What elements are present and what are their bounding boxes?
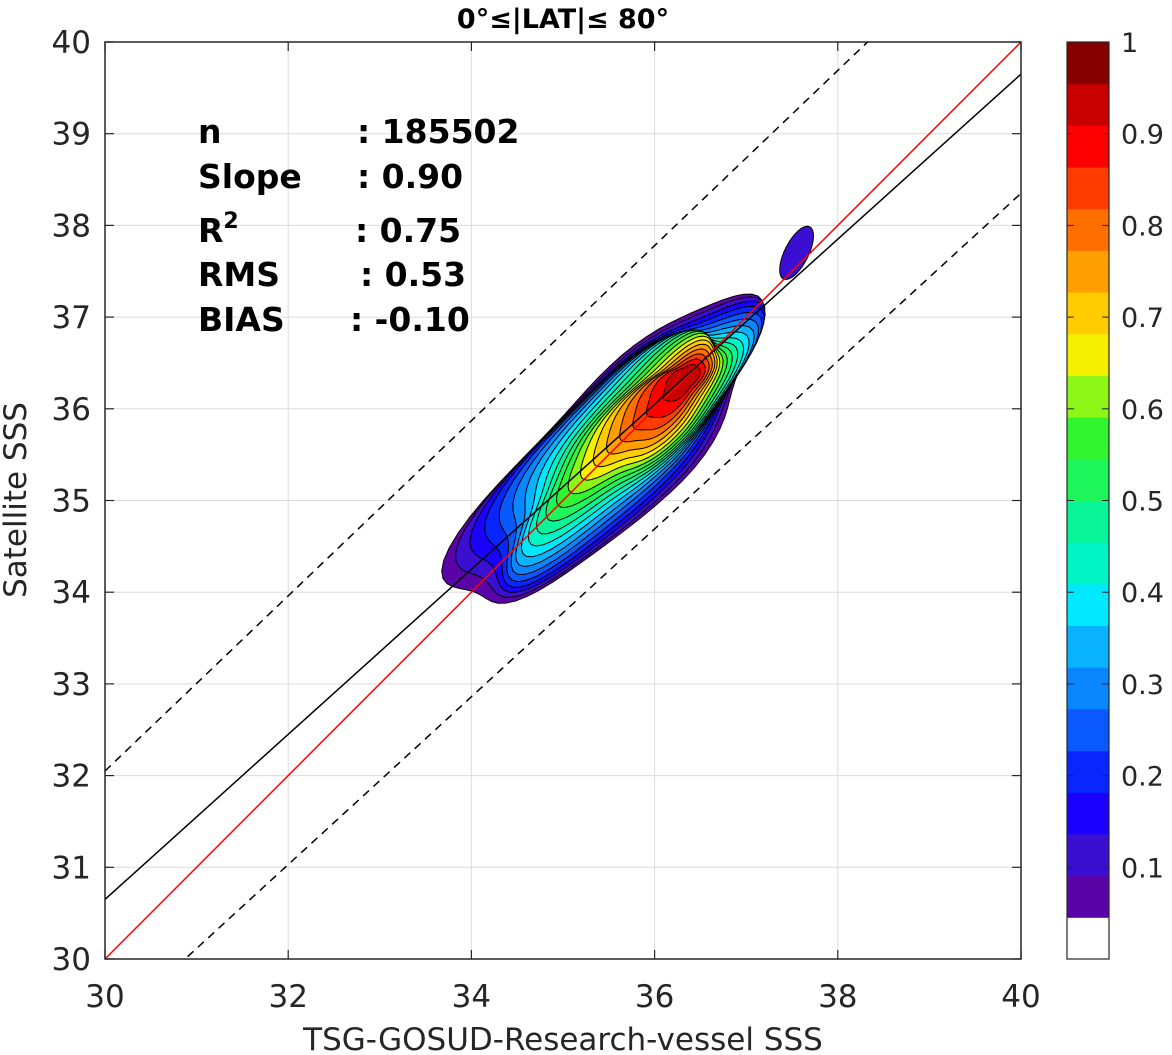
colorbar-tick-label: 0.1 <box>1121 853 1164 884</box>
colorbar-tick-label: 0.2 <box>1121 762 1164 793</box>
y-tick-label: 31 <box>52 850 91 886</box>
colorbar-tick-label: 0.4 <box>1121 578 1164 609</box>
colorbar-segment <box>1067 42 1109 85</box>
y-tick-labels: 30 31 32 33 34 35 36 37 38 39 40 <box>52 25 91 978</box>
grid <box>104 41 1022 960</box>
colorbar-segment <box>1067 542 1109 585</box>
colorbar-segment <box>1067 125 1109 168</box>
colorbar-tick-label: 0.6 <box>1121 395 1164 426</box>
y-tick-label: 36 <box>52 392 91 428</box>
y-tick-label: 38 <box>52 208 91 244</box>
y-tick-label: 37 <box>52 300 91 336</box>
colorbar <box>1067 42 1109 960</box>
colorbar-segment <box>1067 167 1109 210</box>
y-tick-label: 34 <box>52 575 91 611</box>
y-tick-label: 40 <box>52 25 91 61</box>
colorbar-ticks: 0.1 0.2 0.3 0.4 0.5 0.6 0.7 0.8 0.9 1 <box>1067 28 1164 884</box>
y-tick-label: 33 <box>52 667 91 703</box>
colorbar-segment <box>1067 417 1109 460</box>
y-tick-label: 35 <box>52 484 91 520</box>
colorbar-segment <box>1067 292 1109 335</box>
x-tick-labels: 30 32 34 36 38 40 <box>85 979 1040 1015</box>
colorbar-segment <box>1067 583 1109 627</box>
colorbar-segment <box>1067 875 1109 918</box>
density-contours <box>441 225 815 604</box>
lower-bound-line <box>183 192 1021 959</box>
colorbar-segment <box>1067 500 1109 543</box>
y-tick-label: 39 <box>52 117 91 153</box>
colorbar-segment <box>1067 750 1109 793</box>
y-tick-label: 30 <box>52 942 91 978</box>
tick-marks <box>104 41 1022 960</box>
colorbar-segment <box>1067 917 1109 960</box>
colorbar-segment <box>1067 833 1109 877</box>
stat-bias-label: BIAS <box>198 300 285 339</box>
x-tick-label: 30 <box>85 979 124 1015</box>
colorbar-tick-label: 0.7 <box>1121 303 1164 334</box>
chart-title: 0°≤|LAT|≤ 80° <box>457 4 669 35</box>
colorbar-segment <box>1067 83 1109 126</box>
colorbar-segment <box>1067 667 1109 710</box>
stat-r2-value: : 0.75 <box>355 211 461 250</box>
x-tick-label: 34 <box>452 979 491 1015</box>
stat-bias-value: : -0.10 <box>350 300 470 339</box>
x-tick-label: 32 <box>268 979 307 1015</box>
x-tick-label: 40 <box>1001 979 1040 1015</box>
colorbar-segment <box>1067 625 1109 668</box>
colorbar-segment <box>1067 708 1109 752</box>
stat-slope-label: Slope <box>198 157 302 196</box>
stat-r2-label: R2 <box>198 209 239 250</box>
stat-rms-label: RMS <box>198 255 280 294</box>
colorbar-segment <box>1067 458 1109 501</box>
stat-slope-value: : 0.90 <box>357 157 463 196</box>
colorbar-tick-label: 0.9 <box>1121 120 1164 151</box>
colorbar-segment <box>1067 375 1109 418</box>
colorbar-segment <box>1067 792 1109 835</box>
x-axis-label: TSG-GOSUD-Research-vessel SSS <box>302 1022 823 1055</box>
stats-annotation: n : 185502 Slope : 0.90 R2 : 0.75 RMS : … <box>198 112 519 339</box>
colorbar-tick-label: 1 <box>1121 28 1138 59</box>
colorbar-segment <box>1067 208 1109 251</box>
y-axis-label: Satellite SSS <box>0 402 34 598</box>
reference-lines <box>105 42 1021 959</box>
stat-n-value: : 185502 <box>357 112 519 151</box>
x-tick-label: 36 <box>635 979 674 1015</box>
colorbar-tick-label: 0.3 <box>1121 670 1164 701</box>
one-to-one-line <box>105 42 1021 959</box>
x-tick-label: 38 <box>818 979 857 1015</box>
stat-n-label: n <box>198 112 222 151</box>
stat-rms-value: : 0.53 <box>360 255 466 294</box>
y-tick-label: 32 <box>52 759 91 795</box>
regression-line <box>105 73 1021 900</box>
colorbar-segment <box>1067 250 1109 293</box>
colorbar-tick-label: 0.8 <box>1121 211 1164 242</box>
upper-bound-line <box>105 42 869 772</box>
colorbar-segment <box>1067 333 1109 376</box>
colorbar-tick-label: 0.5 <box>1121 487 1164 518</box>
